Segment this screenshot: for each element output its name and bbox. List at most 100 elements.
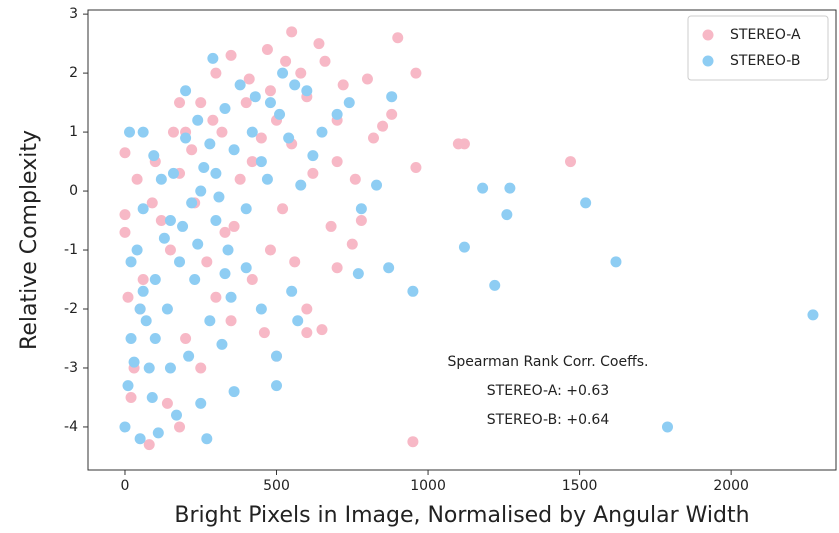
- point: [477, 182, 489, 194]
- legend-marker: [702, 29, 714, 41]
- point: [225, 49, 237, 61]
- point: [307, 167, 319, 179]
- point: [128, 356, 140, 368]
- point: [210, 291, 222, 303]
- point: [316, 126, 328, 138]
- point: [264, 85, 276, 97]
- point: [137, 203, 149, 215]
- point: [240, 97, 252, 109]
- point: [177, 220, 189, 232]
- point: [355, 215, 367, 227]
- point: [331, 156, 343, 168]
- point: [164, 244, 176, 256]
- point: [301, 303, 313, 315]
- point: [216, 338, 228, 350]
- y-tick-label: -3: [64, 360, 78, 376]
- point: [146, 391, 158, 403]
- point: [255, 156, 267, 168]
- y-tick-label: -4: [64, 419, 78, 435]
- point: [131, 244, 143, 256]
- x-tick-label: 500: [263, 478, 290, 494]
- point: [219, 268, 231, 280]
- point: [192, 238, 204, 250]
- point: [134, 303, 146, 315]
- point: [240, 262, 252, 274]
- point: [410, 161, 422, 173]
- point: [295, 179, 307, 191]
- point: [204, 315, 216, 327]
- point: [255, 303, 267, 315]
- point: [174, 97, 186, 109]
- point: [234, 173, 246, 185]
- point: [246, 274, 258, 286]
- point: [125, 256, 137, 268]
- point: [286, 26, 298, 38]
- y-tick-label: 3: [69, 6, 78, 22]
- point: [316, 324, 328, 336]
- point: [292, 315, 304, 327]
- point: [137, 126, 149, 138]
- point: [210, 167, 222, 179]
- point: [407, 285, 419, 297]
- point: [155, 215, 167, 227]
- point: [307, 150, 319, 162]
- point: [807, 309, 819, 321]
- point: [146, 197, 158, 209]
- point: [201, 256, 213, 268]
- point: [149, 274, 161, 286]
- point: [164, 362, 176, 374]
- point: [167, 126, 179, 138]
- point: [210, 215, 222, 227]
- point: [286, 285, 298, 297]
- point: [313, 38, 325, 50]
- point: [352, 268, 364, 280]
- point: [198, 161, 210, 173]
- point: [122, 380, 134, 392]
- point: [195, 185, 207, 197]
- point: [228, 386, 240, 398]
- point: [207, 52, 219, 64]
- point: [383, 262, 395, 274]
- point: [580, 197, 592, 209]
- point: [161, 303, 173, 315]
- point: [204, 138, 216, 150]
- point: [216, 126, 228, 138]
- point: [149, 332, 161, 344]
- point: [180, 132, 192, 144]
- point: [386, 91, 398, 103]
- annotation: STEREO-A: +0.63: [487, 383, 609, 399]
- point: [283, 132, 295, 144]
- point: [271, 380, 283, 392]
- point: [152, 427, 164, 439]
- point: [143, 362, 155, 374]
- point: [240, 203, 252, 215]
- point: [255, 132, 267, 144]
- y-tick-label: 0: [69, 183, 78, 199]
- point: [219, 102, 231, 114]
- point: [137, 274, 149, 286]
- point: [337, 79, 349, 91]
- point: [125, 332, 137, 344]
- x-tick-label: 2000: [713, 478, 749, 494]
- point: [225, 315, 237, 327]
- point: [371, 179, 383, 191]
- point: [137, 285, 149, 297]
- point: [183, 350, 195, 362]
- point: [225, 291, 237, 303]
- point: [164, 215, 176, 227]
- point: [131, 173, 143, 185]
- legend-label: STEREO-B: [730, 53, 800, 69]
- point: [125, 391, 137, 403]
- point: [122, 291, 134, 303]
- point: [277, 203, 289, 215]
- point: [289, 79, 301, 91]
- point: [386, 108, 398, 120]
- point: [331, 262, 343, 274]
- point: [274, 108, 286, 120]
- point: [377, 120, 389, 132]
- plot-frame: [87, 9, 837, 471]
- point: [264, 244, 276, 256]
- point: [148, 150, 160, 162]
- point: [407, 436, 419, 448]
